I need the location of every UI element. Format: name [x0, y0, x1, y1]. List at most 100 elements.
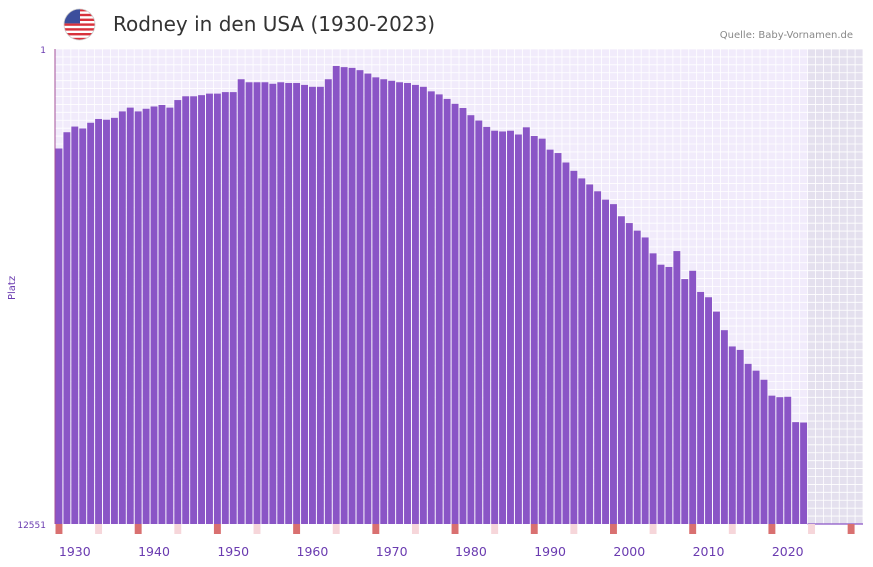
bar-1960 — [308, 86, 316, 524]
bar-1954 — [261, 82, 269, 524]
bar-1950 — [229, 92, 237, 524]
bar-1947 — [206, 93, 213, 524]
bar-2014 — [736, 349, 744, 524]
bar-1988 — [530, 136, 538, 524]
x-tick-marker-1963 — [332, 524, 340, 534]
bar-1965 — [348, 67, 356, 525]
x-tick-label-2010: 2010 — [693, 544, 725, 559]
x-tick-label-2020: 2020 — [772, 544, 804, 559]
bar-2020 — [784, 396, 792, 524]
bar-2017 — [760, 379, 768, 524]
us-flag-icon — [63, 8, 96, 41]
bar-1983 — [491, 130, 499, 524]
bar-1976 — [435, 94, 443, 524]
bar-1996 — [594, 191, 602, 525]
bar-2022 — [800, 422, 808, 524]
bar-1972 — [404, 83, 411, 525]
bar-1999 — [617, 216, 625, 524]
bar-1957 — [285, 83, 293, 525]
bar-1962 — [324, 79, 332, 525]
x-tick-marker-1973 — [411, 524, 419, 534]
bar-1984 — [499, 131, 507, 524]
bar-1941 — [158, 104, 166, 524]
bar-1955 — [269, 83, 277, 524]
bar-1943 — [174, 100, 182, 524]
bar-1971 — [396, 82, 404, 524]
bar-1961 — [316, 86, 324, 524]
x-tick-label-1990: 1990 — [534, 544, 566, 559]
x-tick-marker-1938 — [134, 524, 142, 534]
bar-1986 — [514, 134, 522, 524]
bar-1966 — [356, 70, 364, 524]
x-tick-marker-2023 — [808, 524, 815, 534]
bar-2010 — [705, 297, 712, 524]
bar-1938 — [134, 111, 142, 524]
bar-1991 — [554, 153, 562, 524]
bar-1998 — [610, 204, 617, 525]
bar-1970 — [388, 80, 396, 525]
bar-1951 — [237, 79, 245, 525]
x-tick-marker-2013 — [728, 524, 736, 534]
bar-1978 — [451, 103, 459, 525]
bar-2000 — [625, 223, 633, 524]
bar-1975 — [427, 91, 435, 524]
bar-1946 — [198, 95, 206, 524]
bar-1990 — [546, 149, 554, 524]
x-tick-marker-2003 — [649, 524, 657, 534]
bar-1989 — [538, 138, 546, 525]
bar-1949 — [221, 92, 229, 524]
bar-1982 — [483, 126, 491, 524]
bar-1977 — [443, 98, 451, 525]
bar-1939 — [142, 108, 150, 525]
y-tick-label-0: 1 — [40, 46, 46, 56]
x-tick-marker-1968 — [372, 524, 380, 534]
bar-2013 — [728, 346, 736, 524]
x-tick-marker-1933 — [95, 524, 103, 534]
bar-1964 — [340, 67, 348, 524]
x-tick-marker-1978 — [451, 524, 459, 534]
bar-1959 — [301, 84, 308, 524]
x-tick-marker-1988 — [530, 524, 538, 534]
x-tick-label-1940: 1940 — [138, 544, 170, 559]
bar-1992 — [562, 162, 570, 524]
bar-1969 — [380, 79, 388, 525]
bar-1930 — [71, 126, 79, 525]
bar-1987 — [522, 127, 530, 524]
bar-1948 — [213, 93, 221, 524]
bar-2002 — [641, 237, 649, 524]
bar-2012 — [720, 330, 728, 524]
bar-1974 — [419, 86, 427, 524]
x-tick-label-1980: 1980 — [455, 544, 487, 559]
bars — [55, 65, 863, 525]
chart-title: Rodney in den USA (1930-2023) — [113, 12, 436, 36]
chart-grid — [54, 48, 864, 525]
bar-2021 — [792, 422, 800, 524]
bar-2018 — [768, 395, 776, 524]
bar-1980 — [467, 115, 475, 525]
x-tick-marker-2018 — [768, 524, 776, 534]
x-tick-marker-1948 — [213, 524, 221, 534]
x-tick-label-1950: 1950 — [217, 544, 249, 559]
x-tick-label-1930: 1930 — [59, 544, 91, 559]
bar-1929 — [63, 132, 71, 525]
bar-1952 — [245, 82, 253, 524]
bar-1995 — [586, 184, 594, 525]
bar-2008 — [689, 270, 697, 524]
bar-1937 — [126, 107, 134, 524]
bar-1928 — [55, 148, 63, 525]
x-tick-marker-1958 — [293, 524, 301, 534]
bar-2004 — [657, 264, 665, 524]
bar-1945 — [190, 96, 198, 524]
bar-2001 — [633, 230, 641, 525]
bar-1940 — [150, 106, 158, 524]
bar-2005 — [665, 266, 673, 524]
x-tick-marker-1928 — [55, 524, 63, 534]
bar-1979 — [459, 108, 467, 524]
bar-2003 — [649, 253, 657, 525]
bar-2011 — [712, 311, 720, 524]
x-tick-label-1970: 1970 — [376, 544, 408, 559]
bar-1968 — [372, 77, 380, 524]
bar-1997 — [602, 199, 610, 524]
bar-1985 — [507, 130, 514, 524]
